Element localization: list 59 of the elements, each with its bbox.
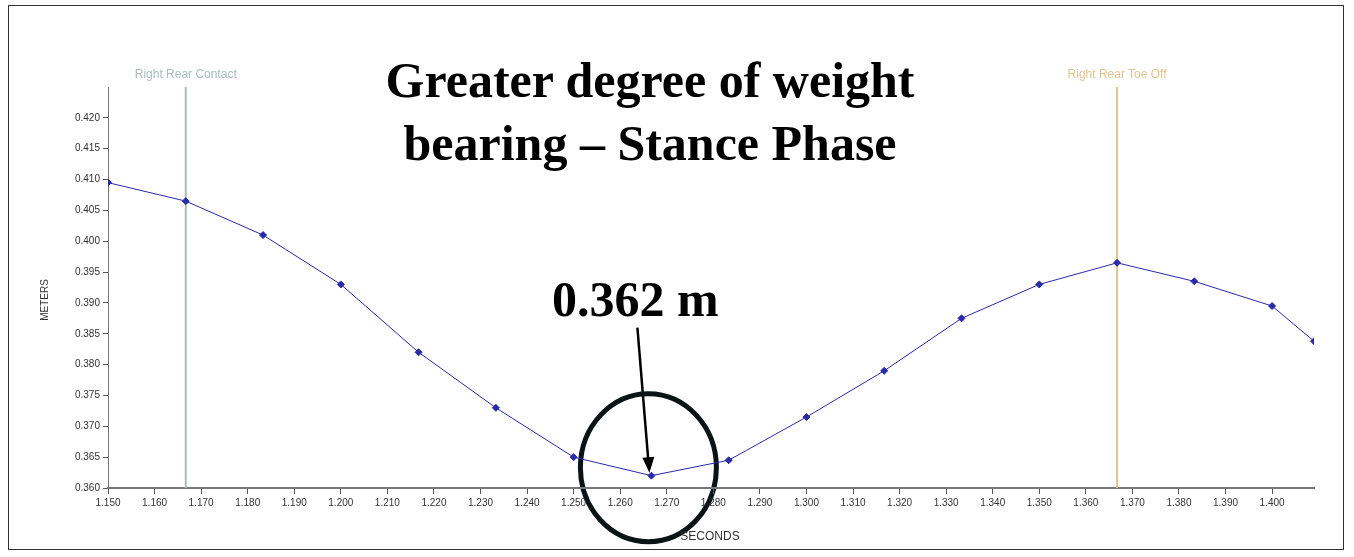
y-tick-label: 0.405 <box>74 204 101 216</box>
x-tick-label: 1.190 <box>281 496 308 508</box>
point <box>802 413 811 422</box>
ref-line-label: Right Rear Toe Off <box>1067 67 1168 82</box>
x-axis-title: SECONDS <box>680 529 740 543</box>
point <box>1268 302 1277 311</box>
x-tick-label: 1.300 <box>793 496 820 508</box>
point <box>1190 277 1199 286</box>
ref-line-label: Right Rear Contact <box>134 67 238 82</box>
point <box>259 231 268 240</box>
x-tick-label: 1.160 <box>142 496 168 508</box>
point <box>181 197 190 206</box>
x-tick-label: 1.340 <box>980 496 1006 508</box>
x-tick-label: 1.330 <box>933 496 960 508</box>
x-tick-label: 1.170 <box>188 496 215 508</box>
x-tick-label: 1.310 <box>840 496 866 508</box>
y-tick-label: 0.365 <box>74 450 101 462</box>
x-tick-label: 1.400 <box>1259 496 1286 508</box>
point <box>880 366 889 375</box>
x-tick-label: 1.270 <box>654 496 680 508</box>
x-tick-label: 1.350 <box>1026 496 1053 508</box>
x-tick-label: 1.320 <box>887 496 913 508</box>
y-tick-label: 0.380 <box>74 358 101 370</box>
y-tick-label: 0.400 <box>74 234 101 246</box>
point <box>569 453 578 462</box>
x-tick-label: 1.180 <box>235 496 261 508</box>
chart-title: Greater degree of weight bearing – Stance Phase <box>385 52 915 171</box>
x-tick-label: 1.250 <box>561 496 587 508</box>
annotation: 0.362 m <box>552 270 719 327</box>
point <box>1035 280 1044 289</box>
y-tick-label: 0.390 <box>74 296 101 308</box>
x-tick-label: 1.150 <box>95 496 121 508</box>
point <box>414 348 423 357</box>
x-tick-label: 1.210 <box>374 496 401 508</box>
x-tick-label: 1.220 <box>421 496 447 508</box>
x-tick-label: 1.240 <box>514 496 541 508</box>
x-tick-label: 1.370 <box>1119 496 1146 508</box>
y-tick-label: 0.360 <box>74 481 101 493</box>
x-tick-label: 1.360 <box>1073 496 1099 508</box>
point <box>1113 258 1122 267</box>
y-tick-label: 0.385 <box>74 327 101 339</box>
y-tick-label: 0.415 <box>74 142 101 154</box>
x-tick-label: 1.290 <box>747 496 773 508</box>
point <box>724 456 733 465</box>
x-tick-label: 1.380 <box>1166 496 1192 508</box>
y-tick-label: 0.420 <box>74 111 101 123</box>
y-tick-label: 0.375 <box>74 389 101 401</box>
x-tick-label: 1.260 <box>607 496 634 508</box>
y-axis-title: METERS <box>39 278 50 321</box>
y-tick-label: 0.395 <box>74 265 101 277</box>
y-tick-label: 0.410 <box>74 173 101 185</box>
y-tick-label: 0.370 <box>74 420 101 432</box>
x-tick-label: 1.390 <box>1213 496 1239 508</box>
point <box>957 314 966 323</box>
point <box>336 280 345 289</box>
point <box>491 403 500 412</box>
point <box>647 471 656 480</box>
x-tick-label: 1.200 <box>328 496 354 508</box>
x-tick-label: 1.230 <box>467 496 494 508</box>
